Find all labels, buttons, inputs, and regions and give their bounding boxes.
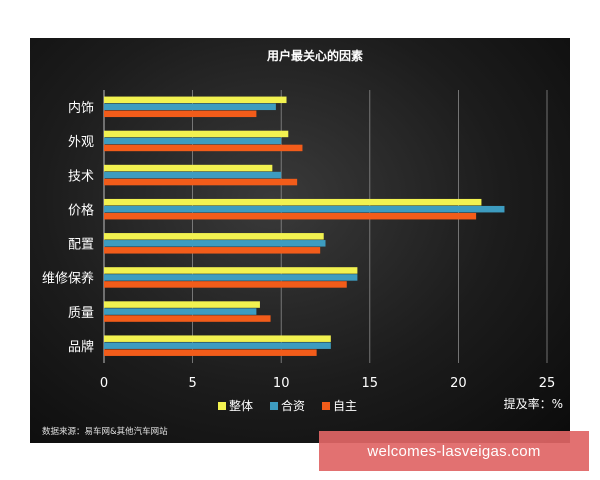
bar-5-0 <box>104 267 358 274</box>
x-tick-labels: 0 5 10 15 20 25 <box>100 376 555 391</box>
bar-5-1 <box>104 274 358 281</box>
bar-6-2 <box>104 315 271 322</box>
bar-3-0 <box>104 198 482 206</box>
bar-1-2 <box>104 144 303 152</box>
category-label-7: 品牌 <box>68 339 94 355</box>
bar-2-0 <box>104 164 273 172</box>
category-label-3: 价格 <box>68 202 94 218</box>
bar-7-0 <box>104 335 331 342</box>
bar-4-1 <box>104 240 326 247</box>
bar-5-2 <box>104 281 347 288</box>
category-label-0: 内饰 <box>68 100 94 116</box>
legend-label-2: 自主 <box>333 399 357 413</box>
x-tick-label-0: 0 <box>100 376 108 391</box>
bar-1-0 <box>104 130 289 138</box>
bar-3-2 <box>104 212 477 220</box>
bar-4-0 <box>104 233 324 240</box>
bar-7-2 <box>104 349 317 356</box>
legend-label-1: 合资 <box>281 398 305 413</box>
bars <box>104 96 505 356</box>
legend-swatch-0 <box>218 402 226 410</box>
category-label-1: 外观 <box>68 135 94 150</box>
bar-0-1 <box>104 103 276 111</box>
category-label-6: 质量 <box>68 306 94 321</box>
chart-panel: 用户最关心的因素 内饰外观技术价格配置维修保养质量品牌 0 5 10 15 20 25 整… <box>30 38 570 443</box>
source-note: 数据来源：易车网&其他汽车网站 <box>42 426 168 437</box>
legend: 整体 合资 自主 <box>218 398 357 413</box>
category-label-5: 维修保养 <box>42 271 94 287</box>
x-axis-label: 提及率：% <box>504 396 563 411</box>
bar-0-2 <box>104 110 257 118</box>
x-tick-label-1: 5 <box>188 376 196 391</box>
x-tick-label-5: 25 <box>539 376 556 391</box>
bar-2-2 <box>104 178 298 186</box>
bar-6-1 <box>104 308 257 315</box>
x-tick-label-2: 10 <box>273 376 290 391</box>
chart-title: 用户最关心的因素 <box>266 48 363 63</box>
bar-3-1 <box>104 205 505 213</box>
x-tick-label-4: 20 <box>450 376 467 391</box>
legend-label-0: 整体 <box>229 398 253 413</box>
legend-swatch-2 <box>322 402 330 410</box>
bar-0-0 <box>104 96 287 104</box>
bar-7-1 <box>104 342 331 349</box>
legend-swatch-1 <box>270 402 278 410</box>
bar-4-2 <box>104 247 321 254</box>
watermark-text: welcomes-lasveigas.com <box>367 442 541 460</box>
bar-6-0 <box>104 301 260 308</box>
category-label-2: 技术 <box>68 169 94 184</box>
watermark-banner: welcomes-lasveigas.com <box>319 431 589 471</box>
x-tick-label-3: 15 <box>362 376 379 391</box>
bar-1-1 <box>104 137 282 145</box>
category-label-4: 配置 <box>68 238 94 253</box>
bar-2-1 <box>104 171 282 179</box>
